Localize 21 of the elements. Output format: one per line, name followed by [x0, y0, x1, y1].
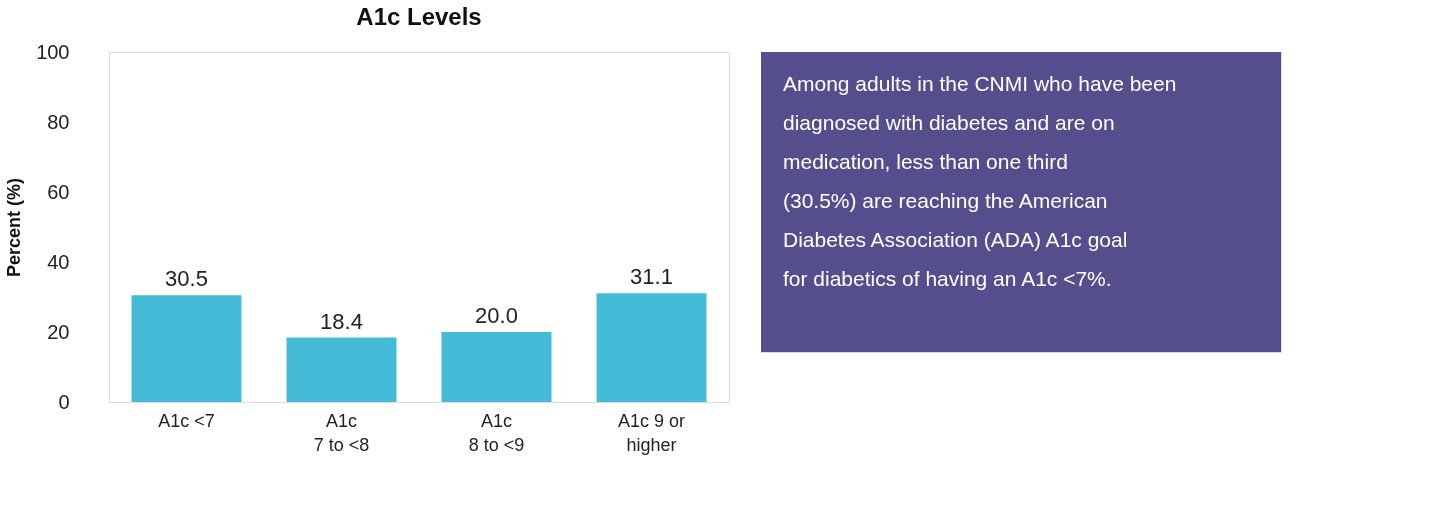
data-label: 31.1 — [630, 264, 673, 290]
y-tick-label: 40 — [47, 250, 70, 273]
y-tick-label: 100 — [36, 40, 70, 63]
x-tick-label: A1c 8 to <9 — [468, 410, 525, 455]
text: Among adults in the CNMI who have been diagnosed with diabetes and are on medication, less than one third (30.5%) are reaching the American Diabetes Association (ADA) A1c goal for diabetics of having an A1c <7%. — [783, 72, 1177, 290]
y-tick-label: 80 — [47, 110, 70, 133]
chart-title: A1c Levels — [356, 3, 482, 30]
bar — [131, 295, 242, 402]
bar — [596, 293, 707, 402]
x-tick-label: A1c <7 — [158, 410, 215, 431]
bar — [286, 337, 397, 402]
x-tick-label: A1c 7 to <8 — [313, 410, 370, 455]
data-label: 18.4 — [320, 308, 363, 334]
y-tick-label: 20 — [47, 320, 70, 343]
y-tick-label: 0 — [58, 390, 70, 413]
x-tick-label: A1c 9 or higher — [617, 410, 686, 455]
data-label: 30.5 — [165, 266, 208, 292]
y-tick-label: 60 — [47, 180, 70, 203]
bar — [441, 332, 552, 402]
data-label: 20.0 — [475, 303, 518, 328]
y-axis-title: Percent (%) — [4, 177, 25, 278]
